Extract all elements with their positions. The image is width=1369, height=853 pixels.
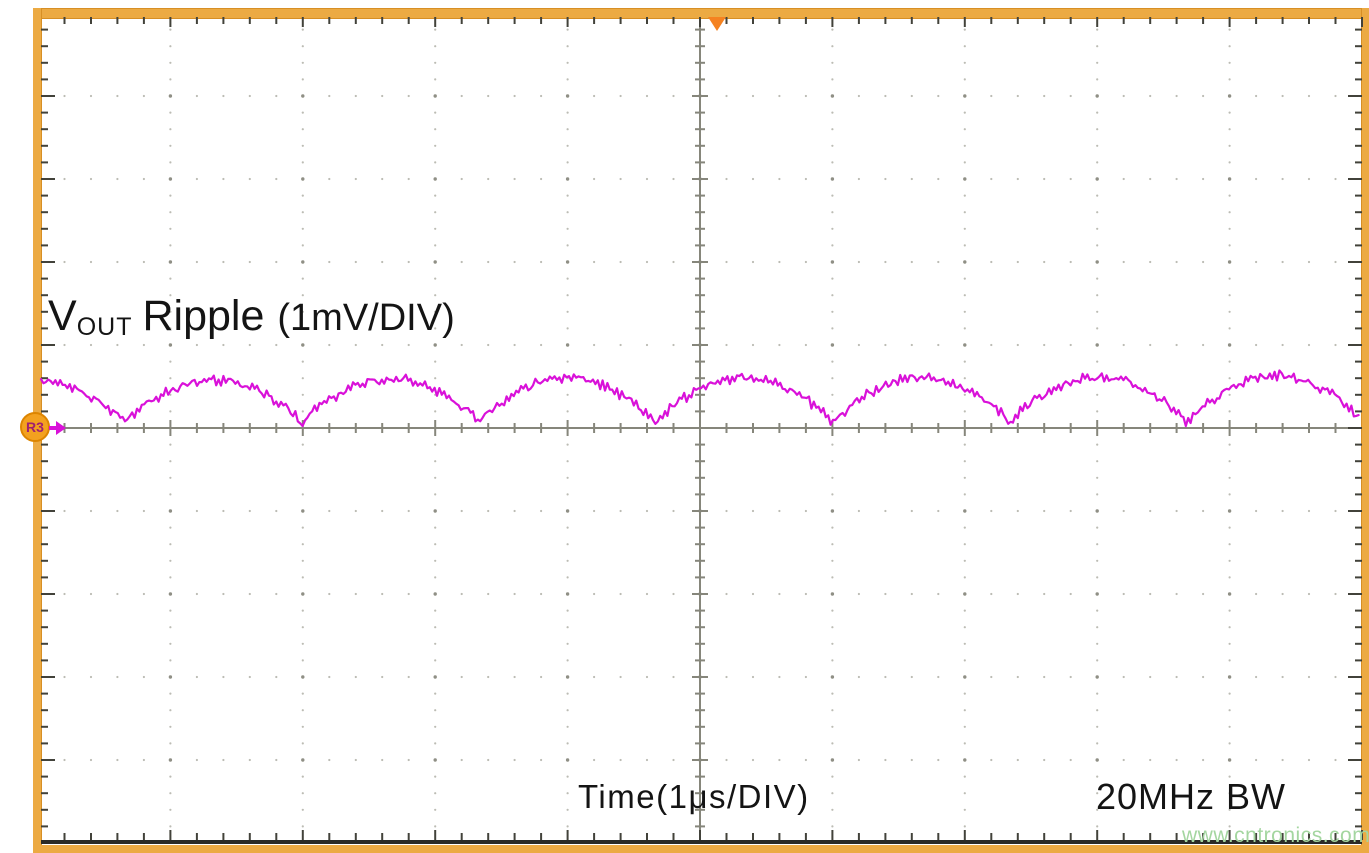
- grid-dots: [63, 28, 1337, 828]
- bandwidth-label: 20MHz BW: [1096, 776, 1287, 817]
- time-axis-label: Time(1μs/DIV): [578, 778, 810, 815]
- border-ticks: [41, 17, 1363, 840]
- reference-marker-r3: R3: [20, 412, 50, 442]
- trigger-marker-icon: [708, 17, 726, 31]
- graticule-bottom-line: [41, 840, 1362, 844]
- channel-label: VOUT Ripple (1mV/DIV): [48, 292, 455, 341]
- vout-ripple-trace: [39, 369, 1360, 428]
- channel-label-subscript: OUT: [76, 313, 133, 341]
- watermark-text: www.cntronics.com: [1182, 824, 1369, 847]
- reference-arrow-icon: [49, 421, 66, 435]
- graticule-border-right: [1361, 8, 1369, 853]
- graticule-border-bottom: [33, 845, 1369, 853]
- center-axes: [41, 17, 1362, 842]
- reference-marker-label: R3: [26, 419, 44, 435]
- channel-label-v: V: [48, 292, 77, 340]
- channel-scale-label: (1mV/DIV): [277, 297, 455, 339]
- channel-label-name: Ripple: [142, 292, 265, 340]
